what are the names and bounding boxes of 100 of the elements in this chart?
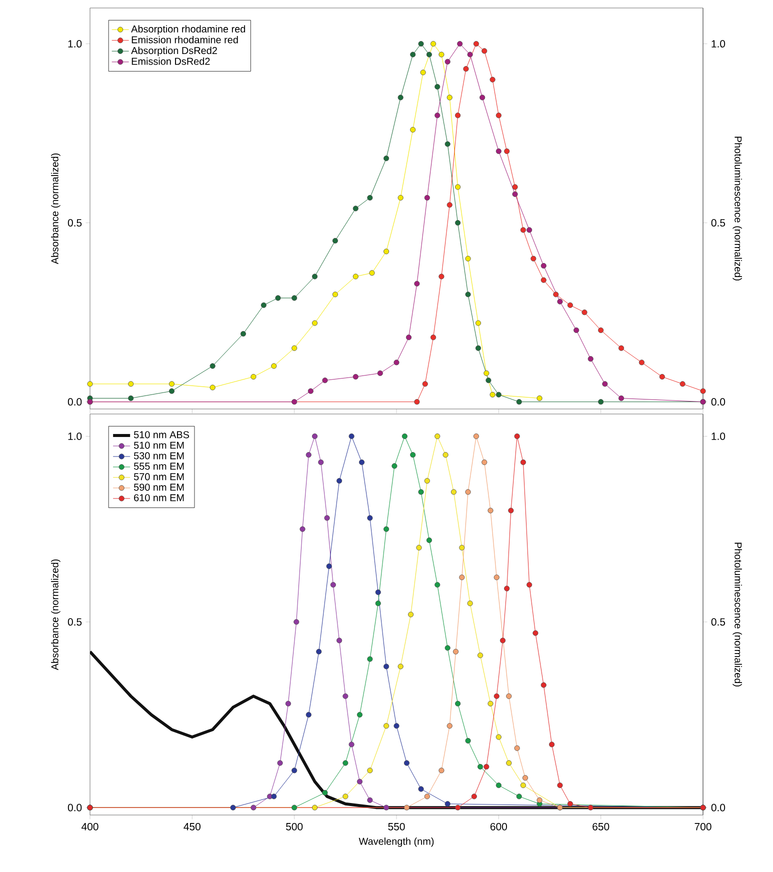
point <box>168 381 175 387</box>
point <box>87 381 93 387</box>
legend-label: 555 nm EM <box>134 462 184 470</box>
point <box>430 334 436 340</box>
x-tick-label: 700 <box>694 822 712 830</box>
point <box>484 764 490 770</box>
y-tick-label: 0.5 <box>68 219 82 227</box>
point <box>444 801 450 807</box>
point <box>367 656 373 662</box>
point <box>330 582 336 588</box>
point <box>410 52 416 58</box>
point <box>369 270 375 276</box>
point <box>618 345 624 351</box>
point <box>312 804 318 810</box>
point <box>477 764 484 770</box>
point <box>520 227 526 233</box>
point <box>322 378 328 384</box>
point <box>277 760 283 766</box>
point <box>402 433 408 440</box>
point <box>540 682 546 688</box>
point <box>332 292 338 298</box>
legend-label: Emission DsRed2 <box>132 58 210 65</box>
y2-tick-label: 1.0 <box>712 432 726 440</box>
point <box>549 742 555 748</box>
point <box>352 206 358 212</box>
point <box>598 399 604 405</box>
point <box>514 745 520 751</box>
point <box>168 388 175 394</box>
point <box>384 664 390 670</box>
point <box>384 156 390 162</box>
y-tick-label: 0.0 <box>68 398 82 406</box>
point <box>450 489 457 495</box>
legend-label: Absorption DsRed2 <box>131 46 217 56</box>
point <box>455 804 461 810</box>
point <box>394 723 400 729</box>
point <box>358 459 365 466</box>
point <box>475 320 482 326</box>
point <box>426 537 432 544</box>
x-tick-label: 600 <box>490 822 507 830</box>
point <box>484 370 490 376</box>
point <box>408 612 414 618</box>
point <box>426 52 432 58</box>
point <box>306 712 312 718</box>
point <box>418 489 424 495</box>
point <box>444 645 450 651</box>
point <box>482 459 488 466</box>
point <box>292 345 298 351</box>
point <box>512 184 518 190</box>
legend-label: 590 nm EM <box>134 484 184 491</box>
point <box>574 327 580 334</box>
point <box>438 274 444 280</box>
y-tick-label: 1.0 <box>68 40 82 48</box>
point <box>465 256 471 262</box>
point <box>312 433 318 440</box>
point <box>377 370 383 376</box>
point <box>477 652 484 658</box>
legend-label: 510 nm EM <box>134 442 184 449</box>
y2-tick-label: 1.0 <box>712 40 726 48</box>
point <box>342 794 348 800</box>
legend-label: 530 nm EM <box>134 452 184 460</box>
point <box>336 478 342 484</box>
point <box>438 52 444 58</box>
point <box>271 363 277 369</box>
point <box>312 274 318 280</box>
point <box>602 381 608 387</box>
point <box>496 392 502 398</box>
point <box>459 574 465 580</box>
point <box>312 320 318 326</box>
point <box>522 775 528 781</box>
point <box>465 292 471 298</box>
point <box>422 381 428 387</box>
point <box>486 378 492 384</box>
point <box>514 433 520 440</box>
point <box>442 452 448 458</box>
point <box>322 790 328 796</box>
point <box>342 693 348 699</box>
point <box>557 782 563 788</box>
y2-tick-label: 0.5 <box>711 219 726 227</box>
legend-label: 610 nm EM <box>134 494 184 502</box>
point <box>250 374 256 380</box>
point <box>465 489 471 495</box>
point <box>316 648 322 654</box>
point <box>516 794 522 800</box>
point <box>410 452 416 458</box>
point <box>434 433 440 440</box>
y2-axis-title: Photoluminescence (normalized) <box>732 136 742 280</box>
point <box>414 280 420 286</box>
point <box>444 58 450 64</box>
point <box>434 112 440 118</box>
y2-tick-label: 0.5 <box>711 618 726 626</box>
point <box>455 184 461 190</box>
point <box>490 76 496 82</box>
point <box>356 778 363 784</box>
legend-label: 570 nm EM <box>134 473 184 480</box>
x-tick-label: 500 <box>286 822 303 830</box>
x-tick-label: 650 <box>592 822 610 830</box>
point <box>582 310 588 316</box>
point <box>128 395 134 402</box>
point <box>659 374 665 380</box>
point <box>434 582 440 588</box>
